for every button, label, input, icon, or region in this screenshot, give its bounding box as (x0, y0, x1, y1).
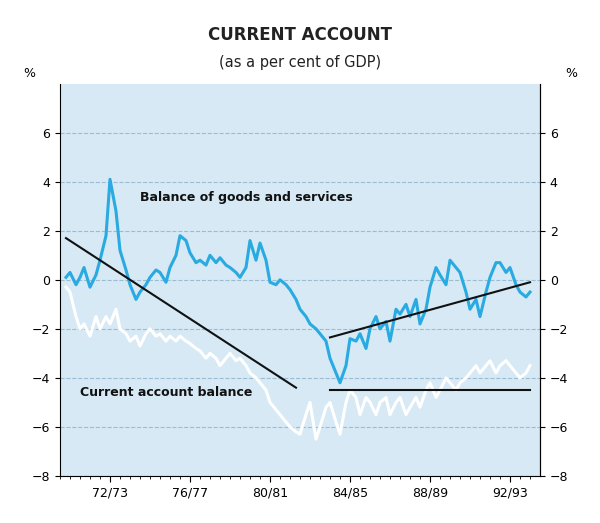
Text: Current account balance: Current account balance (80, 386, 253, 399)
Text: Balance of goods and services: Balance of goods and services (140, 191, 353, 204)
Text: (as a per cent of GDP): (as a per cent of GDP) (219, 55, 381, 70)
Text: %: % (565, 67, 577, 79)
Text: CURRENT ACCOUNT: CURRENT ACCOUNT (208, 26, 392, 44)
Text: %: % (23, 67, 35, 79)
